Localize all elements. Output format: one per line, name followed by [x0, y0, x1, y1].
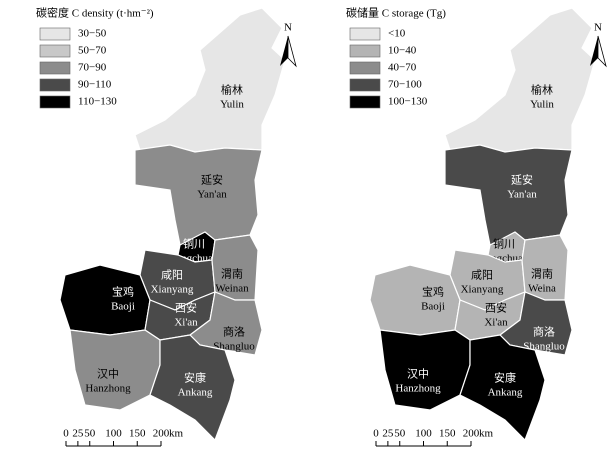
- legend-swatch: [349, 95, 381, 109]
- region: [444, 144, 573, 246]
- region-name-cn: 西安: [485, 301, 507, 315]
- legend-swatch: [349, 61, 381, 75]
- region-name-cn: 汉中: [97, 368, 119, 381]
- region: [149, 334, 236, 442]
- north-arrow: [287, 35, 297, 68]
- legend-label: <10: [388, 28, 406, 40]
- region-name-en: Baoji: [421, 301, 445, 313]
- region-name-en: Xianyang: [151, 284, 194, 296]
- legend-label: 90−110: [78, 79, 112, 91]
- region-name-cn: 安康: [184, 371, 206, 385]
- legend-swatch: [349, 44, 381, 58]
- legend-label: 30−50: [78, 28, 107, 40]
- region-name-cn: 榆林: [531, 83, 553, 97]
- scale-label: 150: [439, 428, 456, 440]
- region-name-cn: 商洛: [223, 325, 245, 339]
- scale-label: 0: [373, 428, 379, 440]
- region-name-en: Yan'an: [197, 189, 227, 201]
- scale-label: 25: [382, 428, 394, 440]
- map-panel: 榆林Yulin延安Yan'an铜川Tongchuan咸阳Xianyang渭南We…: [346, 6, 607, 447]
- scale-label: 50: [84, 428, 96, 440]
- legend-label: 70−100: [388, 79, 422, 91]
- scale-label: 50: [394, 428, 406, 440]
- region-name-cn: 渭南: [221, 268, 243, 281]
- legend-title: 碳密度 C density (t·hm⁻²): [36, 6, 154, 20]
- region: [189, 291, 263, 356]
- legend-label: 10−40: [388, 45, 417, 57]
- region-name-en: Yulin: [220, 99, 244, 111]
- map-panel: 榆林Yulin延安Yan'an铜川Tongchuan咸阳Xianyang渭南We…: [36, 6, 297, 447]
- legend-swatch: [39, 95, 71, 109]
- scale-label: 25: [72, 428, 84, 440]
- region-name-en: Yan'an: [507, 189, 537, 201]
- legend-label: 110−130: [78, 96, 117, 108]
- scale-label: 100: [105, 428, 122, 440]
- region: [59, 264, 151, 336]
- region: [459, 334, 546, 442]
- region-name-cn: 榆林: [221, 83, 243, 97]
- region-name-cn: 渭南: [531, 268, 553, 281]
- legend-swatch: [39, 78, 71, 92]
- region-name-en: Weina: [528, 283, 556, 295]
- region-name-en: Ankang: [488, 387, 523, 399]
- region-name-en: Yulin: [530, 99, 554, 111]
- legend-swatch: [39, 61, 71, 75]
- region-name-en: Xianyang: [461, 284, 504, 296]
- region-name-cn: 延安: [511, 173, 533, 187]
- region-name-cn: 汉中: [407, 368, 429, 381]
- region-name-cn: 宝鸡: [112, 285, 134, 299]
- region-name-en: Xi'an: [174, 317, 198, 329]
- region: [499, 291, 573, 356]
- scale-unit: km: [479, 428, 494, 440]
- region-name-en: Weinan: [215, 283, 249, 295]
- region: [369, 264, 461, 336]
- region: [134, 144, 263, 246]
- region-name-cn: 铜川: [183, 237, 205, 251]
- legend-label: 70−90: [78, 62, 107, 74]
- scale-label: 200: [153, 428, 170, 440]
- north-arrow: [590, 36, 598, 66]
- region-name-cn: 西安: [175, 301, 197, 315]
- north-arrow: [280, 36, 288, 66]
- region-name-cn: 商洛: [533, 325, 555, 339]
- north-arrow: [597, 35, 607, 68]
- scale-label: 0: [63, 428, 69, 440]
- region-name-en: Xi'an: [484, 317, 508, 329]
- scale-label: 150: [129, 428, 146, 440]
- legend-swatch: [349, 27, 381, 41]
- region-name-en: Baoji: [111, 301, 135, 313]
- region-name-cn: 咸阳: [471, 269, 493, 282]
- region-name-en: Ankang: [178, 387, 213, 399]
- legend-label: 100−130: [388, 96, 428, 108]
- legend-label: 40−70: [388, 62, 417, 74]
- north-label: N: [594, 22, 602, 34]
- legend-title: 碳储量 C storage (Tg): [346, 6, 446, 20]
- region-name-cn: 铜川: [493, 237, 515, 251]
- north-label: N: [284, 22, 292, 34]
- region-name-en: Hanzhong: [395, 383, 441, 395]
- legend-swatch: [39, 44, 71, 58]
- scale-label: 100: [415, 428, 432, 440]
- scale-label: 200: [463, 428, 480, 440]
- region-name-cn: 咸阳: [161, 269, 183, 282]
- region: [134, 7, 286, 153]
- region: [444, 7, 596, 153]
- region-name-cn: 安康: [494, 371, 516, 385]
- legend-swatch: [39, 27, 71, 41]
- legend-label: 50−70: [78, 45, 107, 57]
- region-name-en: Hanzhong: [85, 383, 131, 395]
- legend-swatch: [349, 78, 381, 92]
- scale-unit: km: [169, 428, 184, 440]
- region-name-cn: 宝鸡: [422, 285, 444, 299]
- region-name-cn: 延安: [201, 173, 223, 187]
